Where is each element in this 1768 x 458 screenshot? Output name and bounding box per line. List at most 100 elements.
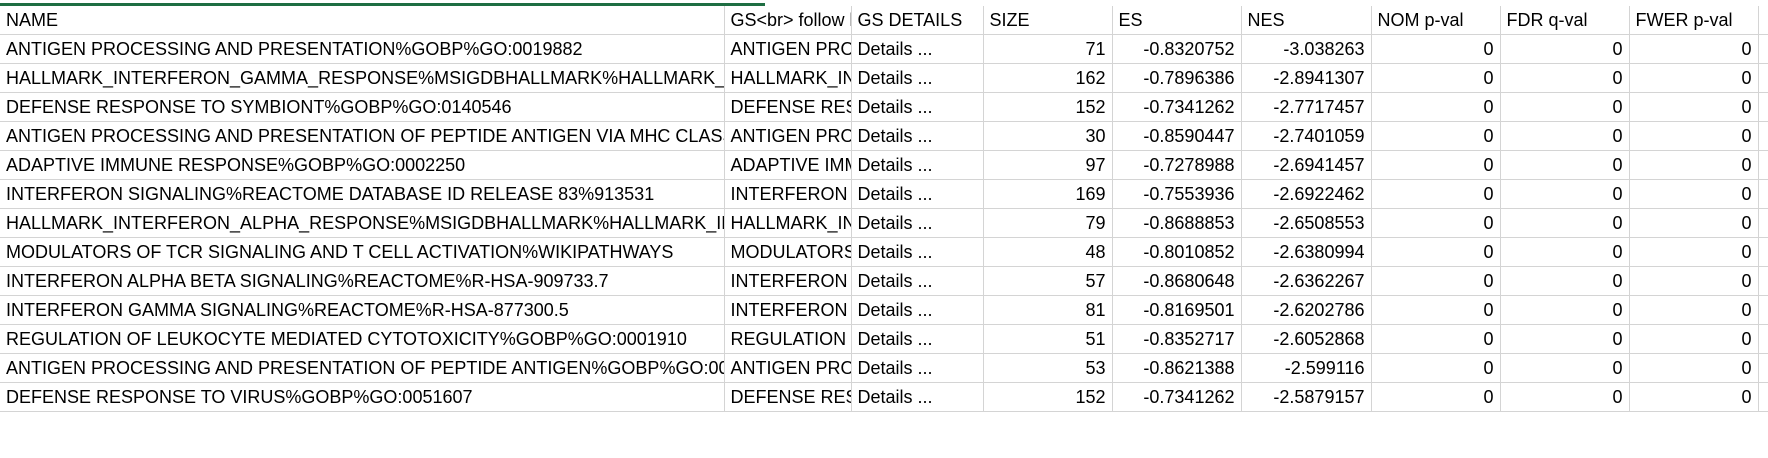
header-cell-nom-pval[interactable]: NOM p-val: [1371, 6, 1501, 35]
cell-gs-details[interactable]: Details ...: [851, 150, 984, 180]
cell-fwer-pval[interactable]: 0: [1629, 382, 1759, 412]
cell-gs-link[interactable]: ADAPTIVE IMMUNE RESPONSE%GOBP%GO:0002250: [724, 150, 852, 180]
cell-gs-link[interactable]: HALLMARK_INTERFERON_GAMMA_RESPONSE: [724, 63, 852, 93]
empty-cell[interactable]: [1758, 237, 1768, 267]
cell-size[interactable]: 71: [983, 34, 1113, 64]
cell-size[interactable]: 169: [983, 179, 1113, 209]
cell-nes[interactable]: -3.038263: [1241, 34, 1372, 64]
cell-gs-details[interactable]: Details ...: [851, 266, 984, 296]
cell-nom-pval[interactable]: 0: [1371, 295, 1501, 325]
cell-fwer-pval[interactable]: 0: [1629, 266, 1759, 296]
cell-size[interactable]: 57: [983, 266, 1113, 296]
cell-fdr-qval[interactable]: 0: [1500, 34, 1630, 64]
cell-fwer-pval[interactable]: 0: [1629, 179, 1759, 209]
cell-nes[interactable]: -2.6052868: [1241, 324, 1372, 354]
cell-nes[interactable]: -2.6362267: [1241, 266, 1372, 296]
cell-nes[interactable]: -2.6922462: [1241, 179, 1372, 209]
cell-gs-link[interactable]: INTERFERON ALPHA BETA SIGNALING%REACTOME…: [724, 266, 852, 296]
header-cell-es[interactable]: ES: [1112, 6, 1242, 35]
cell-fwer-pval[interactable]: 0: [1629, 353, 1759, 383]
header-cell-name[interactable]: NAME: [0, 6, 725, 35]
cell-name[interactable]: DEFENSE RESPONSE TO VIRUS%GOBP%GO:005160…: [0, 382, 725, 412]
cell-name[interactable]: ANTIGEN PROCESSING AND PRESENTATION%GOBP…: [0, 34, 725, 64]
cell-size[interactable]: 79: [983, 208, 1113, 238]
cell-nes[interactable]: -2.7401059: [1241, 121, 1372, 151]
cell-fdr-qval[interactable]: 0: [1500, 324, 1630, 354]
cell-fdr-qval[interactable]: 0: [1500, 179, 1630, 209]
cell-es[interactable]: -0.8320752: [1112, 34, 1242, 64]
empty-cell[interactable]: [1758, 63, 1768, 93]
cell-fwer-pval[interactable]: 0: [1629, 121, 1759, 151]
empty-cell[interactable]: [1758, 266, 1768, 296]
cell-nes[interactable]: -2.8941307: [1241, 63, 1372, 93]
cell-gs-details[interactable]: Details ...: [851, 179, 984, 209]
cell-name[interactable]: INTERFERON SIGNALING%REACTOME DATABASE I…: [0, 179, 725, 209]
cell-nes[interactable]: -2.7717457: [1241, 92, 1372, 122]
cell-nom-pval[interactable]: 0: [1371, 63, 1501, 93]
cell-gs-details[interactable]: Details ...: [851, 121, 984, 151]
cell-nes[interactable]: -2.6202786: [1241, 295, 1372, 325]
empty-cell[interactable]: [1758, 150, 1768, 180]
cell-nom-pval[interactable]: 0: [1371, 237, 1501, 267]
cell-size[interactable]: 30: [983, 121, 1113, 151]
cell-gs-link[interactable]: ANTIGEN PROCESSING AND PRESENTATION%GOBP…: [724, 34, 852, 64]
cell-nes[interactable]: -2.6941457: [1241, 150, 1372, 180]
cell-gs-link[interactable]: REGULATION OF LEUKOCYTE MEDIATED CYTOTOX…: [724, 324, 852, 354]
cell-fdr-qval[interactable]: 0: [1500, 121, 1630, 151]
cell-nom-pval[interactable]: 0: [1371, 382, 1501, 412]
cell-fwer-pval[interactable]: 0: [1629, 324, 1759, 354]
cell-gs-details[interactable]: Details ...: [851, 92, 984, 122]
cell-es[interactable]: -0.8352717: [1112, 324, 1242, 354]
cell-es[interactable]: -0.8688853: [1112, 208, 1242, 238]
cell-es[interactable]: -0.8621388: [1112, 353, 1242, 383]
cell-name[interactable]: ANTIGEN PROCESSING AND PRESENTATION OF P…: [0, 353, 725, 383]
cell-fwer-pval[interactable]: 0: [1629, 208, 1759, 238]
cell-gs-details[interactable]: Details ...: [851, 208, 984, 238]
cell-nom-pval[interactable]: 0: [1371, 208, 1501, 238]
cell-fdr-qval[interactable]: 0: [1500, 353, 1630, 383]
cell-gs-details[interactable]: Details ...: [851, 237, 984, 267]
cell-size[interactable]: 152: [983, 382, 1113, 412]
cell-nom-pval[interactable]: 0: [1371, 34, 1501, 64]
cell-name[interactable]: INTERFERON GAMMA SIGNALING%REACTOME%R-HS…: [0, 295, 725, 325]
cell-es[interactable]: -0.8680648: [1112, 266, 1242, 296]
cell-nes[interactable]: -2.6380994: [1241, 237, 1372, 267]
cell-size[interactable]: 97: [983, 150, 1113, 180]
cell-size[interactable]: 152: [983, 92, 1113, 122]
cell-nom-pval[interactable]: 0: [1371, 150, 1501, 180]
cell-gs-details[interactable]: Details ...: [851, 34, 984, 64]
cell-es[interactable]: -0.8010852: [1112, 237, 1242, 267]
empty-cell[interactable]: [1758, 6, 1768, 35]
cell-nes[interactable]: -2.5879157: [1241, 382, 1372, 412]
cell-fdr-qval[interactable]: 0: [1500, 266, 1630, 296]
cell-size[interactable]: 51: [983, 324, 1113, 354]
cell-fdr-qval[interactable]: 0: [1500, 295, 1630, 325]
cell-name[interactable]: DEFENSE RESPONSE TO SYMBIONT%GOBP%GO:014…: [0, 92, 725, 122]
empty-cell[interactable]: [1758, 121, 1768, 151]
cell-fwer-pval[interactable]: 0: [1629, 34, 1759, 64]
cell-fdr-qval[interactable]: 0: [1500, 92, 1630, 122]
cell-fdr-qval[interactable]: 0: [1500, 237, 1630, 267]
cell-fdr-qval[interactable]: 0: [1500, 208, 1630, 238]
cell-size[interactable]: 81: [983, 295, 1113, 325]
cell-gs-link[interactable]: DEFENSE RESPONSE TO SYMBIONT%GOBP%GO:014…: [724, 92, 852, 122]
cell-gs-details[interactable]: Details ...: [851, 63, 984, 93]
empty-cell[interactable]: [1758, 179, 1768, 209]
cell-es[interactable]: -0.7896386: [1112, 63, 1242, 93]
cell-fdr-qval[interactable]: 0: [1500, 63, 1630, 93]
cell-name[interactable]: HALLMARK_INTERFERON_GAMMA_RESPONSE%MSIGD…: [0, 63, 725, 93]
cell-nom-pval[interactable]: 0: [1371, 92, 1501, 122]
cell-name[interactable]: ANTIGEN PROCESSING AND PRESENTATION OF P…: [0, 121, 725, 151]
cell-gs-link[interactable]: INTERFERON GAMMA SIGNALING%REACTOME%R-HS…: [724, 295, 852, 325]
cell-name[interactable]: MODULATORS OF TCR SIGNALING AND T CELL A…: [0, 237, 725, 267]
cell-nom-pval[interactable]: 0: [1371, 121, 1501, 151]
empty-cell[interactable]: [1758, 295, 1768, 325]
cell-nes[interactable]: -2.6508553: [1241, 208, 1372, 238]
empty-cell[interactable]: [1758, 382, 1768, 412]
empty-cell[interactable]: [1758, 92, 1768, 122]
cell-gs-link[interactable]: HALLMARK_INTERFERON_ALPHA_RESPONSE: [724, 208, 852, 238]
cell-nom-pval[interactable]: 0: [1371, 353, 1501, 383]
cell-fwer-pval[interactable]: 0: [1629, 150, 1759, 180]
cell-gs-link[interactable]: INTERFERON SIGNALING%REACTOME DATABASE I…: [724, 179, 852, 209]
cell-fwer-pval[interactable]: 0: [1629, 92, 1759, 122]
